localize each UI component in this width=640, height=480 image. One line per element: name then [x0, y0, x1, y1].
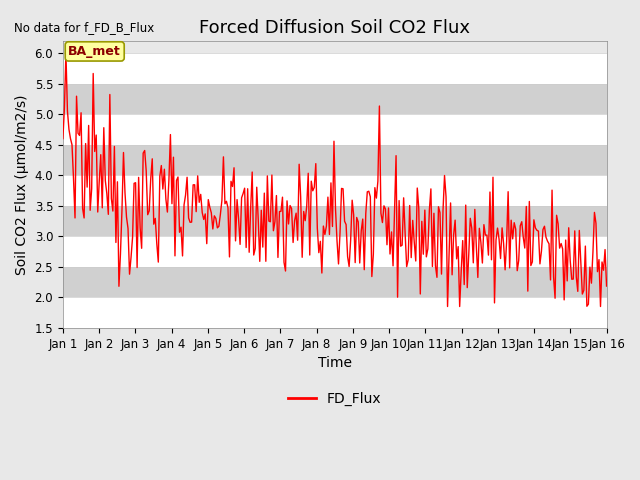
Text: No data for f_FD_B_Flux: No data for f_FD_B_Flux — [14, 21, 154, 34]
Bar — [63, 84, 607, 114]
Bar — [63, 144, 607, 175]
Bar — [63, 236, 607, 267]
Legend: FD_Flux: FD_Flux — [282, 386, 387, 412]
Bar — [63, 175, 607, 206]
Text: BA_met: BA_met — [68, 45, 121, 58]
Bar — [63, 53, 607, 84]
X-axis label: Time: Time — [317, 356, 352, 370]
Bar — [63, 114, 607, 144]
Title: Forced Diffusion Soil CO2 Flux: Forced Diffusion Soil CO2 Flux — [199, 19, 470, 36]
Bar — [63, 267, 607, 297]
Y-axis label: Soil CO2 Flux (μmol/m2/s): Soil CO2 Flux (μmol/m2/s) — [15, 94, 29, 275]
Bar — [63, 206, 607, 236]
Bar — [63, 297, 607, 328]
